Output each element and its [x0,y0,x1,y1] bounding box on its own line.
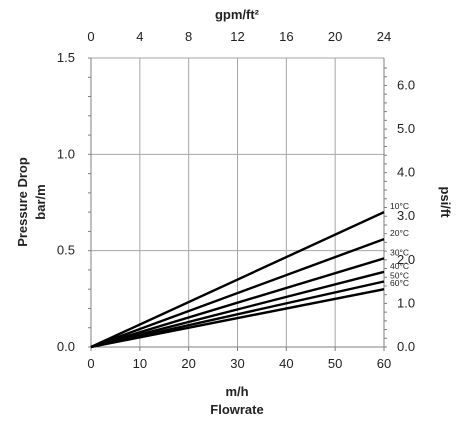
y-right-tick-label: 0.0 [397,339,415,354]
x-bottom-tick-label: 60 [377,356,391,371]
right-axis-title: psi/ft [438,186,453,218]
grid-lines [91,57,384,347]
bottom-axis-title: Flowrate [210,402,263,417]
y-right-tick-label: 2.0 [397,252,415,267]
series-labels: 10°C 20°C 30°C 40°C50°C60°C [390,201,409,288]
y-left-tick-label: 1.0 [57,146,75,161]
series-label: 60°C [390,278,409,288]
series-label: 20°C [390,228,409,238]
y-right-tick-label: 1.0 [397,295,415,310]
axes [88,57,387,351]
series-label: 40°C [390,261,409,271]
tick-labels: 0 10 20 30 40 50 60 0 4 8 12 16 20 24 0.0 0.5 1.0 1.5 0.0 1… [57,29,415,371]
x-top-tick-label: 12 [230,29,244,44]
series-label: 50°C [390,270,409,280]
series-lines [90,211,385,349]
x-top-tick-label: 4 [136,29,143,44]
x-top-tick-label: 16 [279,29,293,44]
x-top-tick-label: 0 [87,29,94,44]
series-line-50°C [90,280,385,349]
series-line-40°C [90,270,385,349]
x-top-tick-label: 20 [328,29,342,44]
left-axis-title-line1: Pressure Drop [15,157,30,247]
y-left-tick-label: 0.0 [57,339,75,354]
top-axis-title: gpm/ft² [215,7,260,22]
x-bottom-tick-label: 50 [328,356,342,371]
y-right-tick-label: 3.0 [397,208,415,223]
y-left-tick-label: 0.5 [57,243,75,258]
series-label: 10°C [390,201,409,211]
series-line-60°C [90,288,385,349]
series-label: 30°C [390,247,409,257]
y-right-tick-label: 5.0 [397,121,415,136]
x-bottom-tick-label: 40 [279,356,293,371]
series-line-30°C [90,257,385,349]
bottom-axis-unit: m/h [225,384,248,399]
y-left-tick-label: 1.5 [57,50,75,65]
x-bottom-tick-label: 30 [230,356,244,371]
x-top-tick-label: 24 [377,29,391,44]
left-axis-title-line2: bar/m [33,184,48,219]
x-bottom-tick-label: 0 [87,356,94,371]
x-top-tick-label: 8 [185,29,192,44]
x-bottom-tick-label: 20 [181,356,195,371]
y-right-tick-label: 4.0 [397,165,415,180]
series-line-20°C [90,237,385,349]
x-bottom-tick-label: 10 [133,356,147,371]
series-line-10°C [90,211,385,349]
y-right-tick-label: 6.0 [397,77,415,92]
